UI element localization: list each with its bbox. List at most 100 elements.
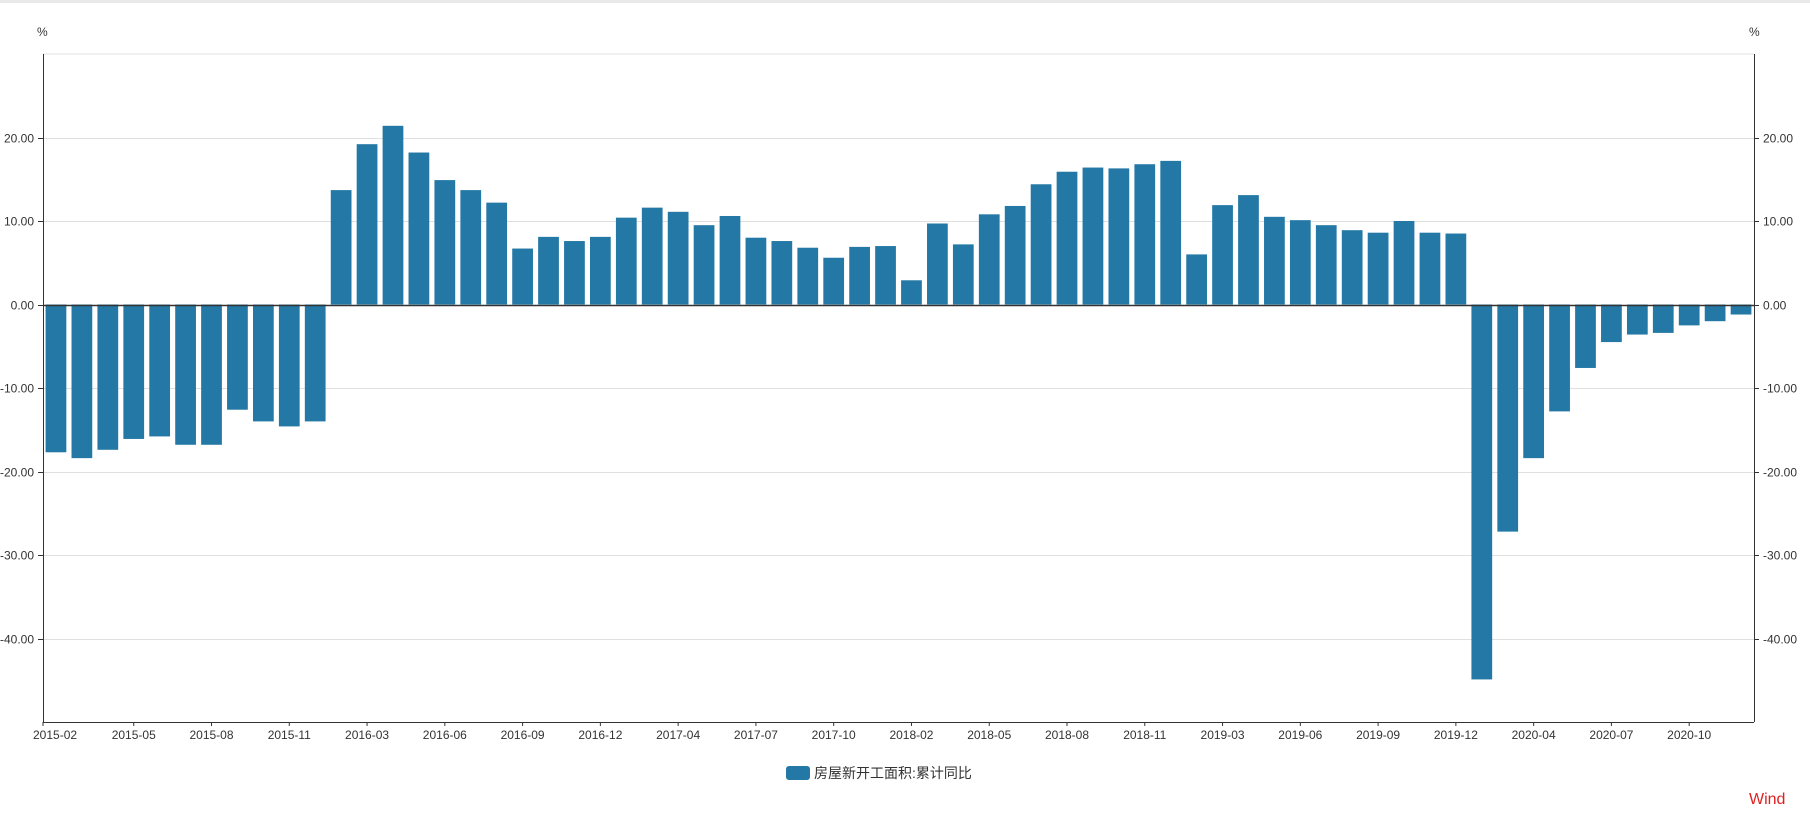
bar: [1445, 233, 1467, 305]
bar: [719, 215, 741, 305]
bar: [693, 225, 715, 305]
bar: [1341, 230, 1363, 305]
top-border: [0, 0, 1810, 3]
y-tick-label-right: -20.00: [1763, 466, 1797, 480]
bar: [1056, 171, 1078, 305]
x-tick-label: 2019-09: [1356, 728, 1400, 742]
y-tick-label-left: -40.00: [0, 633, 34, 647]
bar: [227, 304, 248, 410]
bar: [1212, 205, 1233, 305]
bar: [641, 207, 663, 305]
y-tick-label-left: 0.00: [11, 299, 35, 313]
bar: [1497, 304, 1519, 532]
x-tick-label: 2017-10: [812, 728, 856, 742]
x-tick-label: 2020-10: [1667, 728, 1711, 742]
bar: [512, 248, 533, 305]
bar: [460, 190, 482, 305]
x-tick-label: 2017-07: [734, 728, 778, 742]
bar: [1367, 232, 1389, 305]
x-tick-labels: 2015-02 2015-05 2015-08 2015-11 2016-03 2016-…: [33, 728, 1712, 742]
bar: [1238, 195, 1259, 305]
bar: [797, 247, 819, 305]
x-tick-label: 2017-04: [656, 728, 700, 742]
x-tick-label: 2019-06: [1278, 728, 1322, 742]
x-tick-label: 2016-09: [501, 728, 545, 742]
bar: [1678, 304, 1700, 326]
x-tick-label: 2016-12: [578, 728, 622, 742]
legend[interactable]: 房屋新开工面积:累计同比: [786, 763, 972, 783]
x-tick-label: 2015-05: [112, 728, 156, 742]
x-tick-label: 2020-04: [1512, 728, 1556, 742]
bar: [175, 304, 196, 445]
x-tick-label: 2020-07: [1589, 728, 1633, 742]
x-tick-label: 2019-12: [1434, 728, 1478, 742]
y-tick-label-left: 20.00: [4, 132, 34, 146]
gridlines: [43, 53, 1754, 640]
bar: [382, 125, 404, 305]
bar: [1082, 167, 1104, 305]
y-tick-label-right: 20.00: [1763, 132, 1793, 146]
bar: [1575, 304, 1596, 368]
y-tick-label-right: 0.00: [1763, 299, 1787, 313]
bar: [1601, 304, 1622, 343]
axes: [38, 54, 1759, 726]
bar: [1315, 225, 1337, 305]
bar: [201, 304, 222, 445]
bar: [745, 237, 767, 305]
bar: [1160, 160, 1182, 305]
bar: [1004, 205, 1026, 305]
bar: [667, 211, 689, 305]
x-tick-label: 2015-11: [268, 728, 311, 742]
bar: [1134, 164, 1156, 305]
x-tick-label: 2018-05: [967, 728, 1011, 742]
x-tick-label: 2018-11: [1123, 728, 1166, 742]
x-tick-label: 2015-08: [189, 728, 233, 742]
x-tick-label: 2016-03: [345, 728, 389, 742]
bar: [1264, 216, 1285, 305]
x-tick-label: 2019-03: [1201, 728, 1245, 742]
x-tick-label: 2015-02: [33, 728, 77, 742]
y-unit-right: %: [1749, 25, 1760, 39]
y-tick-labels: -40.00 -40.00 -30.00 -30.00 -20.00 -20.00 -10.…: [0, 132, 1797, 647]
bar-series: [45, 125, 1752, 680]
bar: [952, 244, 974, 305]
bar: [564, 241, 585, 305]
bar: [45, 304, 67, 453]
bar: [1030, 184, 1052, 305]
bar: [590, 236, 611, 305]
bar: [1108, 168, 1130, 305]
bar: [356, 144, 378, 305]
y-unit-left: %: [37, 25, 48, 39]
bar: [901, 280, 922, 305]
legend-label: 房屋新开工面积:累计同比: [814, 765, 972, 781]
bar: [1289, 220, 1311, 305]
bar: [1419, 232, 1441, 305]
y-tick-label-right: 10.00: [1763, 215, 1793, 229]
bar: [434, 180, 456, 305]
bar: [849, 246, 870, 305]
brand-watermark: Wind: [1749, 791, 1786, 808]
bar: [330, 190, 352, 305]
y-tick-label-right: -40.00: [1763, 633, 1797, 647]
bar: [538, 236, 559, 305]
bar: [978, 214, 1000, 305]
legend-swatch: [786, 766, 810, 780]
bar: [771, 241, 793, 305]
x-tick-label: 2018-08: [1045, 728, 1089, 742]
bar: [252, 304, 274, 422]
bar: [823, 257, 845, 305]
y-tick-label-left: -30.00: [0, 549, 34, 563]
bar: [1393, 221, 1415, 305]
y-tick-label-left: 10.00: [4, 215, 34, 229]
bar: [1626, 304, 1648, 335]
bar: [927, 223, 948, 305]
bar: [97, 304, 119, 450]
x-tick-label: 2016-06: [423, 728, 467, 742]
y-tick-label-left: -10.00: [0, 382, 34, 396]
bar: [875, 246, 896, 305]
y-tick-label-right: -10.00: [1763, 382, 1797, 396]
y-tick-label-right: -30.00: [1763, 549, 1797, 563]
bar: [149, 304, 171, 437]
y-tick-label-left: -20.00: [0, 466, 34, 480]
